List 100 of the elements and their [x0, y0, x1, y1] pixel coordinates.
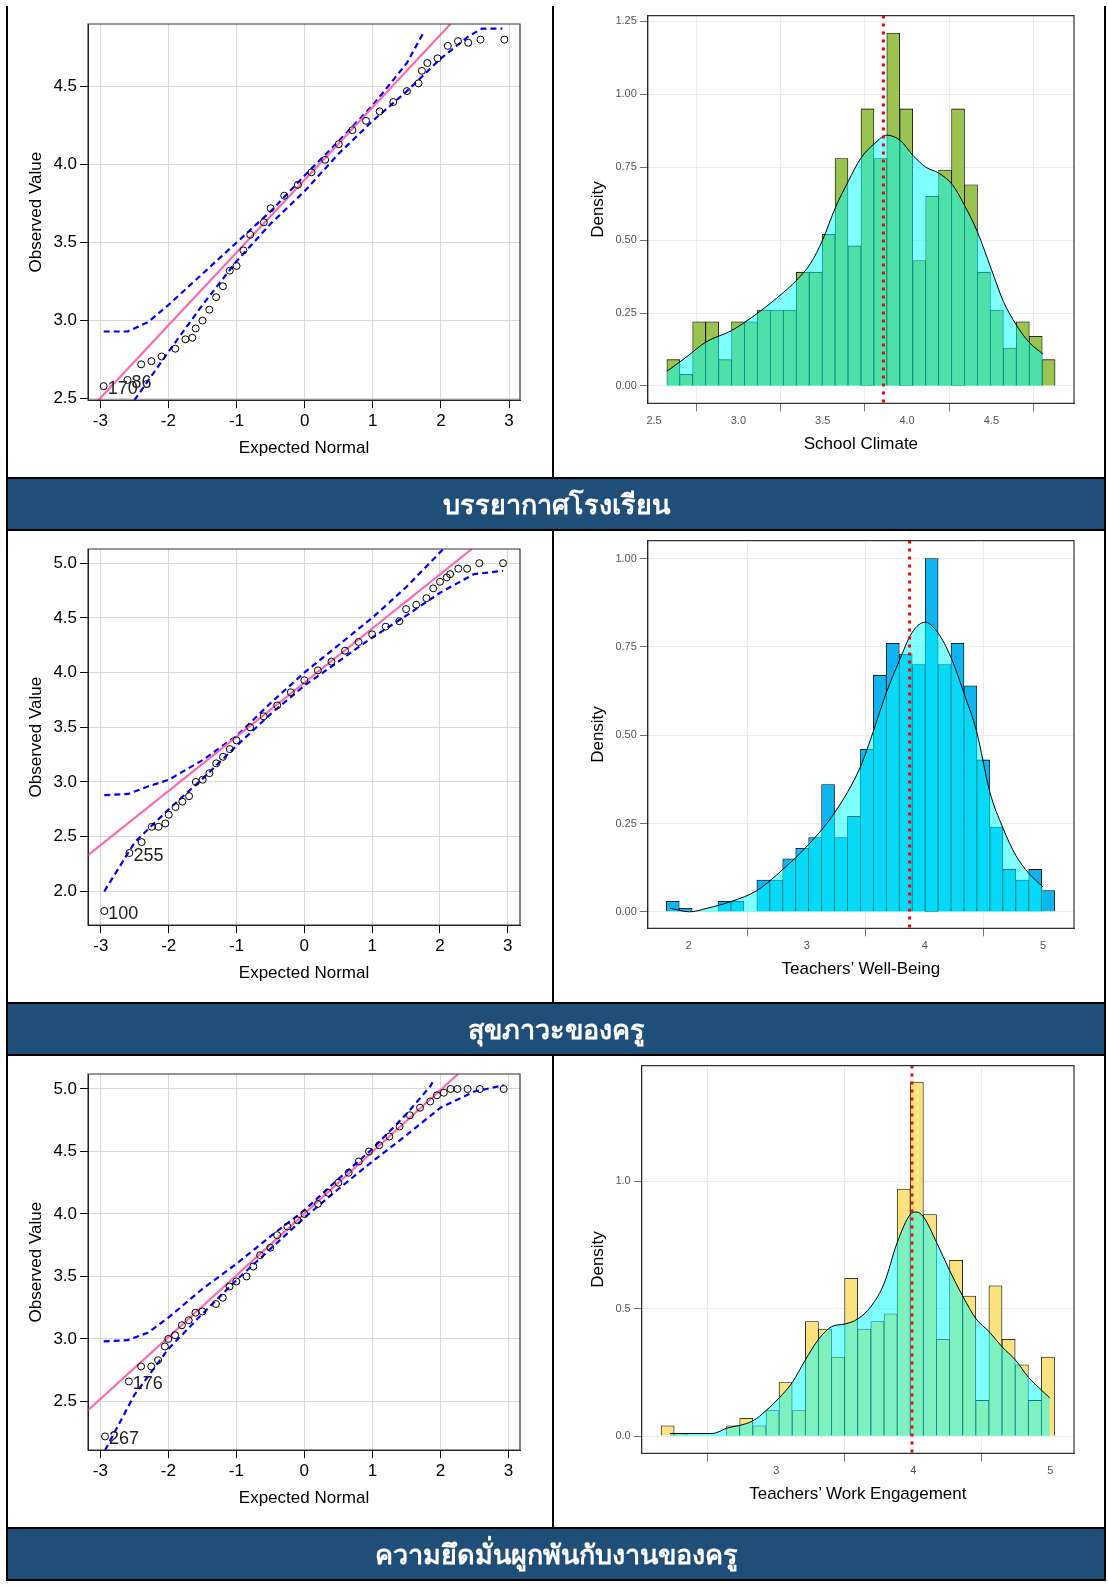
point [334, 140, 343, 149]
y-tick-label: 4.0 [53, 154, 78, 174]
y-tick-label: 4.5 [53, 1141, 78, 1161]
x-axis-title: Teachers’ Well-Being [781, 959, 941, 979]
point [225, 266, 234, 275]
y-tick-label: 3.0 [53, 771, 78, 791]
x-tick-label: 3 [803, 939, 810, 952]
point [212, 293, 221, 302]
point [99, 382, 108, 391]
y-tick-label: 0.25 [615, 816, 637, 829]
x-axis-title: Expected Normal [238, 438, 370, 458]
point [218, 1293, 227, 1302]
y-axis-title: Density [587, 180, 607, 238]
point [500, 35, 509, 44]
point [171, 344, 180, 353]
point [266, 1243, 275, 1252]
text: บรรยากาศโรงเรียน [8, 477, 1104, 531]
text: สุขภาวะของครู [8, 1002, 1104, 1056]
y-tick-label: 0.75 [615, 639, 637, 652]
point [211, 1299, 220, 1308]
annotation: 100 [108, 902, 139, 923]
point [160, 1342, 169, 1351]
x-tick-label: 4.5 [983, 414, 1000, 427]
annotation: 176 [132, 1373, 163, 1394]
y-tick-label: 2.0 [53, 880, 78, 900]
line-series [102, 1079, 435, 1343]
x-tick-label: 1 [367, 1461, 378, 1481]
point [433, 1091, 442, 1100]
point [429, 584, 438, 593]
point [341, 646, 350, 655]
x-tick-label: 0 [299, 936, 310, 956]
y-tick-label: 1.00 [615, 551, 637, 564]
y-tick-label: 1.0 [615, 1174, 631, 1187]
point [307, 168, 316, 177]
point [446, 570, 455, 579]
point [426, 1097, 435, 1106]
point [364, 1147, 373, 1156]
point [198, 316, 207, 325]
x-tick-label: -3 [92, 411, 108, 431]
x-tick-label: 2 [435, 1461, 446, 1481]
point [293, 1216, 302, 1225]
point [334, 1178, 343, 1187]
x-tick-label: 3 [773, 1464, 780, 1477]
point [232, 736, 241, 745]
x-axis-title: School Climate [803, 434, 919, 454]
y-tick-label: 1.00 [615, 87, 637, 100]
y-tick-label: 3.5 [53, 1266, 78, 1286]
x-tick-label: 4.0 [899, 414, 915, 427]
point [283, 1222, 292, 1231]
point [402, 87, 411, 96]
point [439, 1088, 448, 1097]
point [402, 605, 411, 614]
point [476, 35, 485, 44]
point [463, 1085, 472, 1093]
point [246, 230, 255, 239]
text: ความยึดมั่นผูกพันกับงานของครู [8, 1527, 1104, 1581]
y-tick-label: 2.5 [53, 388, 78, 408]
y-tick-label: 0.00 [615, 378, 637, 391]
x-tick-label: 2 [435, 936, 445, 956]
point [412, 600, 421, 609]
x-tick-label: 1 [368, 411, 378, 431]
y-tick-label: 0.50 [615, 233, 637, 246]
x-tick-label: -3 [93, 936, 109, 956]
point [324, 1188, 333, 1197]
point [446, 1085, 455, 1093]
point [188, 333, 197, 342]
point [218, 752, 227, 761]
x-tick-label: 2 [685, 939, 692, 952]
x-axis-title: Expected Normal [238, 963, 370, 983]
point [348, 126, 357, 135]
x-tick-label: 3 [503, 936, 513, 956]
point [205, 769, 214, 778]
point [293, 180, 302, 189]
point [191, 777, 200, 786]
y-tick-label: 4.0 [53, 1203, 78, 1223]
x-tick-label: 3 [503, 1461, 514, 1481]
point [171, 1331, 180, 1340]
point [124, 1377, 133, 1386]
x-axis-title: Expected Normal [238, 1488, 370, 1508]
point [185, 792, 194, 801]
y-axis-title: Observed Value [25, 1201, 45, 1323]
x-tick-label: 2 [436, 411, 446, 431]
point [157, 352, 166, 361]
point [389, 98, 398, 107]
point [300, 1209, 309, 1218]
x-tick-label: 3.5 [815, 414, 831, 427]
point [225, 745, 234, 754]
point [125, 849, 134, 858]
y-tick-label: 5.0 [53, 552, 78, 572]
point [198, 775, 207, 784]
y-tick-label: 2.5 [53, 1391, 78, 1411]
y-tick-label: 3.0 [53, 310, 78, 330]
point [101, 1432, 110, 1441]
point [368, 630, 377, 639]
x-tick-label: 5 [1047, 1464, 1054, 1477]
x-tick-label: 5 [1039, 939, 1047, 952]
point [249, 1262, 258, 1271]
point [273, 1231, 282, 1240]
point [147, 1362, 156, 1371]
point [137, 1362, 146, 1371]
